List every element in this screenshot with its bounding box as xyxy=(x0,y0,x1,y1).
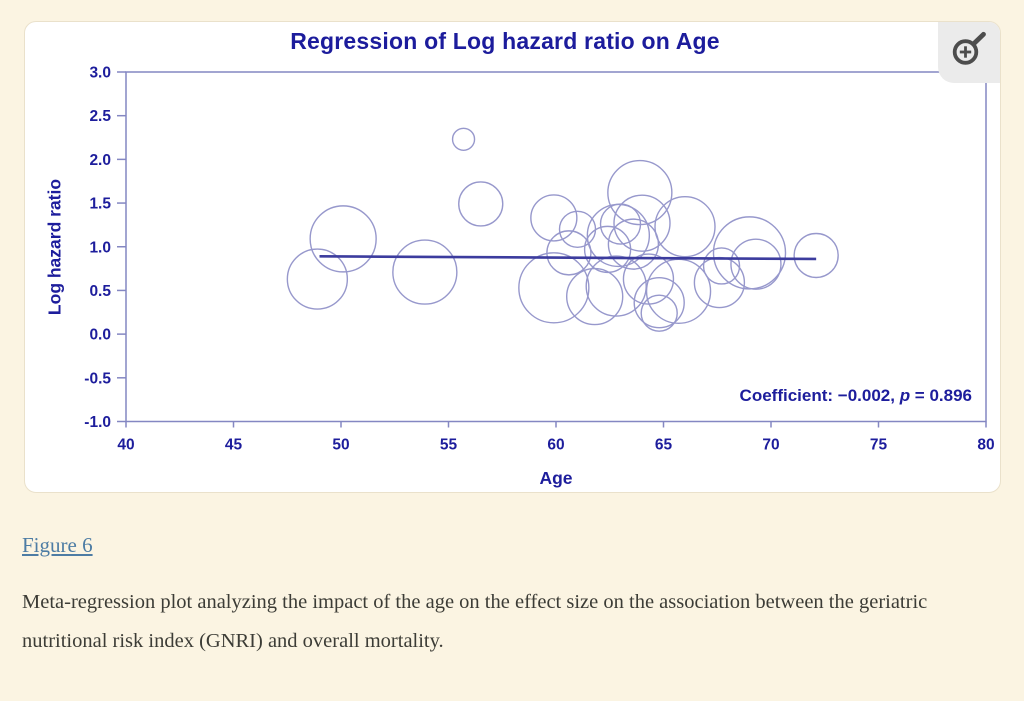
svg-text:-1.0: -1.0 xyxy=(84,414,111,431)
y-axis-label: Log hazard ratio xyxy=(44,178,65,316)
svg-text:50: 50 xyxy=(332,437,349,454)
svg-text:60: 60 xyxy=(547,437,564,454)
svg-text:1.0: 1.0 xyxy=(89,239,111,256)
svg-text:1.5: 1.5 xyxy=(89,196,111,213)
svg-text:65: 65 xyxy=(655,437,673,454)
coefficient-annotation: Coefficient: −0.002, p = 0.896 xyxy=(740,386,972,406)
coefficient-prefix: Coefficient: −0.002, xyxy=(739,386,900,405)
figure-panel: 3.0 2.5 2.0 1.5 1.0 0.5 0.0 -0.5 -1.0 40 45 50 55 60 6… xyxy=(24,21,1001,493)
magnifier-plus-icon xyxy=(949,30,989,75)
chart-title: Regression of Log hazard ratio on Age xyxy=(290,28,720,54)
svg-text:80: 80 xyxy=(977,437,994,454)
svg-text:2.0: 2.0 xyxy=(89,152,111,169)
coefficient-p-symbol: p xyxy=(899,386,911,405)
svg-text:2.5: 2.5 xyxy=(89,108,111,125)
svg-text:-0.5: -0.5 xyxy=(84,370,111,387)
x-axis-label: Age xyxy=(539,468,573,488)
svg-text:55: 55 xyxy=(440,437,458,454)
coefficient-suffix: = 0.896 xyxy=(910,386,972,405)
svg-text:45: 45 xyxy=(225,437,243,454)
figure-link[interactable]: Figure 6 xyxy=(22,533,93,557)
bubble-plot: 3.0 2.5 2.0 1.5 1.0 0.5 0.0 -0.5 -1.0 40 45 50 55 60 6… xyxy=(84,65,994,454)
svg-text:0.0: 0.0 xyxy=(89,327,111,344)
figure-caption: Meta-regression plot analyzing the impac… xyxy=(22,591,928,652)
svg-text:70: 70 xyxy=(762,437,779,454)
svg-text:0.5: 0.5 xyxy=(89,283,111,300)
zoom-button[interactable] xyxy=(938,22,1000,83)
svg-text:3.0: 3.0 xyxy=(89,65,111,82)
svg-text:75: 75 xyxy=(870,437,888,454)
svg-text:40: 40 xyxy=(117,437,134,454)
